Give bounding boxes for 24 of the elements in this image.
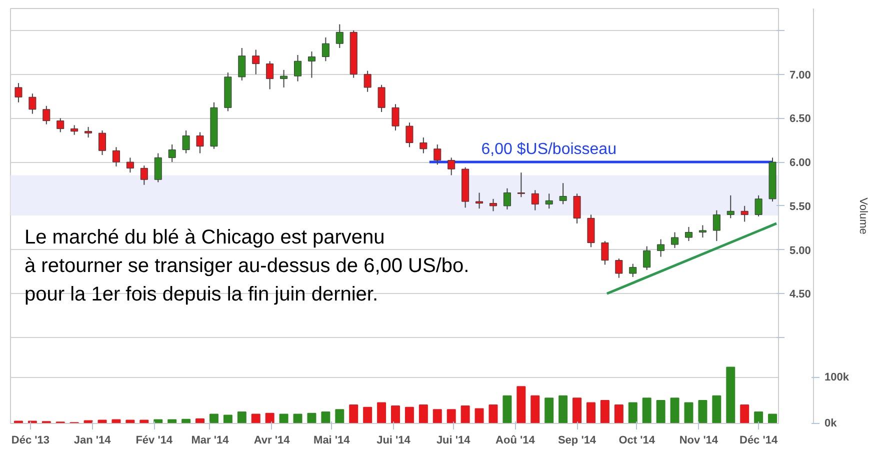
y2-axis-title: Volume [856, 198, 869, 234]
x-tick-label: Jan '14 [74, 434, 112, 446]
y-tick-label: 4.50 [790, 288, 811, 301]
y-tick-label: 6.50 [790, 113, 811, 126]
x-tick-label: Déc '14 [740, 434, 778, 446]
x-tick-label: Mar '14 [191, 434, 230, 446]
x-tick-label: Oct '14 [618, 434, 656, 446]
y-tick-label: 5.50 [790, 200, 811, 213]
x-tick-label: Aoû '14 [496, 434, 536, 446]
x-tick-label: Avr '14 [254, 434, 291, 446]
annotation: Le marché du blé à Chicago est parvenu à retourner se transiger au-dessus de 6,00 US/bo. pour la 1er fois depuis la fin juin dernier. [24, 226, 470, 306]
x-tick-label: Nov '14 [679, 434, 719, 446]
x-tick-label: Mai '14 [314, 434, 351, 446]
y2-tick-label: 0k [824, 418, 838, 430]
y-tick-label: 6.00 [790, 157, 811, 170]
x-tick-label: Jui '14 [436, 434, 472, 446]
y2-tick-label: 100k [824, 371, 850, 384]
y-tick-label: 5.00 [790, 244, 811, 257]
y-tick-label: 7.00 [790, 69, 811, 82]
x-tick-label: Sep '14 [558, 434, 597, 446]
annotation: 6,00 $US/boisseau [481, 141, 616, 158]
x-tick-label: Jui '14 [376, 434, 412, 446]
x-tick-label: Fév '14 [136, 434, 174, 446]
x-tick-label: Déc '13 [11, 434, 50, 446]
